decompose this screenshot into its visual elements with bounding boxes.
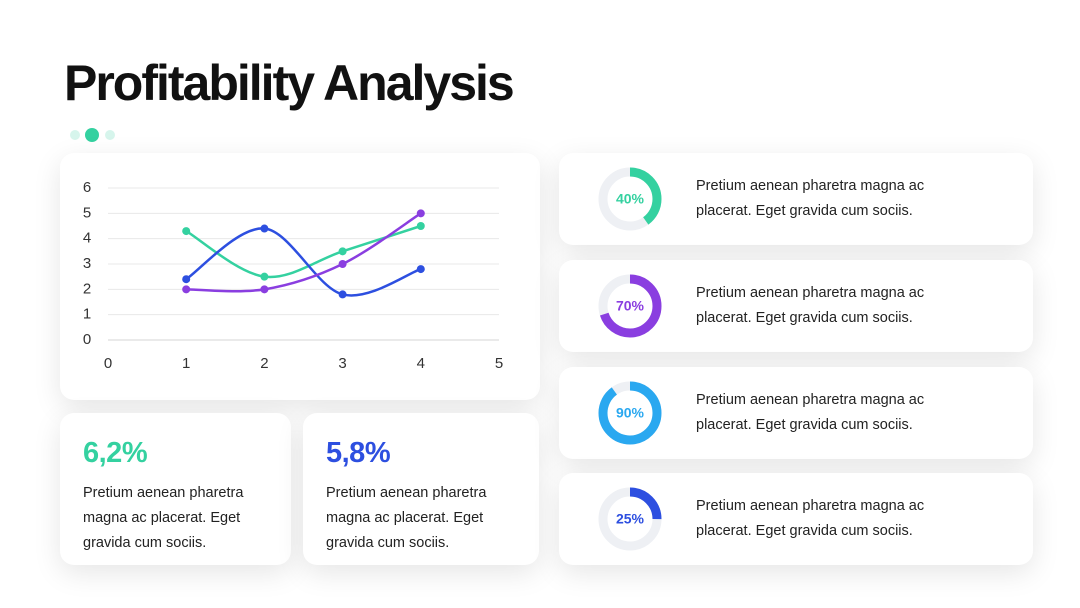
y-tick-label: 1: [83, 306, 91, 323]
x-tick-label: 0: [104, 355, 112, 372]
y-tick-label: 3: [83, 255, 91, 272]
donut: 40%: [598, 167, 662, 231]
series-line: [186, 212, 422, 293]
data-point: [416, 222, 425, 230]
slide-title: Profitability Analysis: [64, 55, 515, 111]
y-tick-label: 2: [83, 280, 91, 297]
data-point: [260, 272, 269, 281]
stat-value: 5,8%: [326, 437, 391, 469]
data-point: [182, 227, 191, 236]
line-chart: 0 1 2 3 4 5 6 0 1 2 3 4 5: [83, 179, 503, 372]
donut-label: 70%: [616, 298, 645, 314]
donut-label: 90%: [616, 405, 645, 421]
y-tick-label: 4: [83, 230, 91, 247]
item-card: 90% Pretium aenean pharetra magna ac plac…: [559, 367, 1033, 459]
stat-text: Pretium aenean pharetra magna ac placera…: [326, 485, 487, 551]
item-text: Pretium aenean pharetra magna ac placera…: [696, 392, 925, 433]
donut-arc: [598, 381, 662, 445]
item-card: 25% Pretium aenean pharetra magna ac plac…: [559, 473, 1033, 565]
x-tick-label: 1: [182, 355, 190, 372]
donut: 70%: [598, 274, 662, 338]
y-tick-label: 5: [83, 204, 91, 221]
series-line: [185, 227, 422, 297]
y-tick-label: 0: [83, 331, 91, 348]
chart-card: 0 1 2 3 4 5 6 0 1 2 3 4 5: [60, 153, 540, 400]
donut-arc: [598, 167, 662, 231]
donut: 90%: [598, 381, 662, 445]
data-point: [416, 209, 425, 218]
data-point: [416, 265, 425, 274]
data-point: [182, 275, 191, 284]
x-tick-label: 5: [495, 355, 503, 372]
donut-arc: [598, 274, 662, 338]
donut: 25%: [598, 487, 662, 551]
donut-label: 40%: [616, 191, 645, 207]
donut-arc: [598, 487, 662, 551]
item-text: Pretium aenean pharetra magna ac placera…: [696, 285, 925, 326]
data-point: [260, 224, 269, 233]
decor-dots: [70, 128, 115, 142]
x-tick-label: 2: [260, 355, 268, 372]
stat-value: 6,2%: [83, 437, 148, 469]
item-text: Pretium aenean pharetra magna ac placera…: [696, 498, 925, 539]
x-tick-label: 3: [338, 355, 346, 372]
item-card: 40% Pretium aenean pharetra magna ac plac…: [559, 153, 1033, 245]
data-point: [182, 285, 191, 294]
x-tick-label: 4: [417, 355, 425, 372]
data-point: [338, 290, 347, 299]
item-card: 70% Pretium aenean pharetra magna ac plac…: [559, 260, 1033, 352]
y-tick-label: 6: [83, 179, 91, 196]
stat-text: Pretium aenean pharetra magna ac placera…: [83, 485, 244, 551]
data-point: [338, 260, 347, 268]
data-point: [260, 285, 269, 294]
item-text: Pretium aenean pharetra magna ac placera…: [696, 178, 925, 219]
donut-label: 25%: [616, 511, 645, 527]
stat-card: 5,8% Pretium aenean pharetra magna ac pl…: [303, 413, 539, 565]
series-line: [185, 224, 422, 279]
data-point: [338, 247, 347, 256]
stat-card: 6,2% Pretium aenean pharetra magna ac pl…: [60, 413, 291, 565]
